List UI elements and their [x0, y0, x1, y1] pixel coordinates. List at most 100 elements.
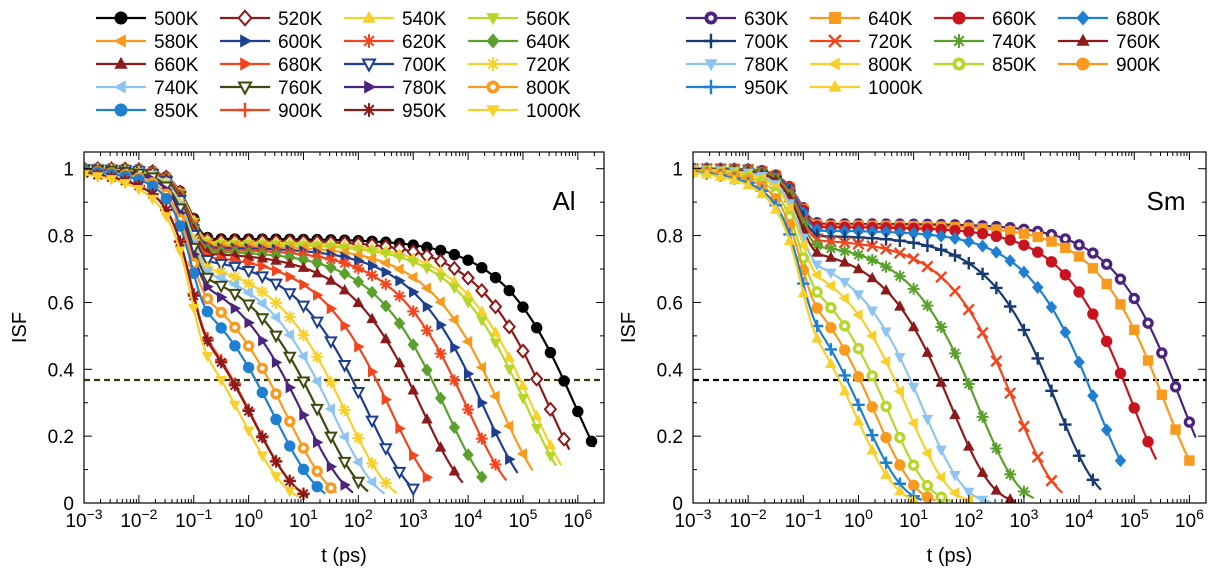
- point-800K-17-center: [314, 468, 320, 474]
- panel-label: Sm: [1147, 186, 1186, 216]
- series-line-660K: [84, 167, 464, 484]
- point-850K-10: [215, 322, 227, 334]
- legend-label: 640K: [868, 9, 913, 30]
- point-680K-14: [880, 225, 892, 239]
- point-560K-34: [544, 451, 557, 463]
- point-560K-26: [434, 272, 447, 283]
- legend-label: 540K: [402, 9, 447, 30]
- x-tick-exponent: −3: [696, 506, 712, 522]
- legend-marker: [240, 57, 253, 71]
- point-800K-18: [934, 471, 946, 484]
- point-760K-14: [880, 284, 892, 295]
- point-680K-23: [395, 422, 406, 435]
- point-640K-26: [434, 391, 447, 405]
- point-640K-28: [1073, 251, 1085, 262]
- point-640K-35: [1170, 424, 1181, 435]
- x-tick-base: 10: [1120, 511, 1141, 532]
- point-850K-10-center: [828, 305, 834, 311]
- point-760K-13: [255, 313, 270, 327]
- point-700K-24: [1017, 323, 1031, 337]
- point-720K-9: [201, 260, 214, 273]
- series-line-800K: [84, 169, 338, 494]
- point-660K-21: [366, 312, 378, 324]
- point-780K-19: [340, 479, 351, 491]
- point-640K-23: [393, 316, 406, 330]
- point-700K-14: [269, 278, 283, 292]
- point-720K-21: [366, 457, 379, 470]
- point-640K-20: [352, 275, 365, 289]
- x-tick-label: 106: [1175, 506, 1204, 532]
- point-680K-23: [1004, 254, 1016, 268]
- legend-entry-900K: 900K: [1058, 55, 1161, 76]
- point-560K-21: [366, 246, 378, 258]
- point-580K-22: [379, 257, 390, 269]
- point-950K-16: [297, 487, 310, 500]
- x-tick-exponent: 4: [475, 506, 483, 522]
- legend-marker: [703, 79, 719, 95]
- point-1000K-13: [256, 451, 269, 462]
- legend-marker: [237, 9, 253, 27]
- point-850K-18-center: [938, 494, 944, 500]
- point-620K-27: [448, 374, 461, 387]
- legend-entry-640K: 640K: [468, 32, 571, 53]
- point-660K-15: [284, 257, 296, 268]
- point-850K-9-center: [814, 289, 820, 295]
- point-680K-26: [1045, 300, 1058, 314]
- point-850K-16-center: [911, 462, 916, 468]
- point-740K-14: [880, 260, 893, 273]
- legend-marker: [1076, 10, 1090, 26]
- legend-entry-950K: 950K: [344, 101, 447, 122]
- point-660K-14: [270, 254, 282, 265]
- legend-entry-620K: 620K: [344, 32, 447, 53]
- point-540K-28: [462, 288, 474, 300]
- x-tick-base: 10: [785, 511, 806, 532]
- x-tick-base: 10: [508, 511, 529, 532]
- legend-entry-660K: 660K: [934, 9, 1037, 30]
- point-680K-25: [1031, 280, 1044, 294]
- x-tick-base: 10: [1065, 511, 1086, 532]
- x-tick-label: 102: [954, 506, 983, 532]
- point-500K-28: [462, 254, 474, 266]
- point-760K-15: [894, 300, 906, 311]
- point-540K-31: [503, 351, 515, 362]
- point-680K-12: [244, 257, 255, 269]
- point-740K-21: [976, 410, 989, 423]
- point-900K-15: [894, 459, 906, 471]
- point-620K-25: [420, 324, 433, 337]
- point-760K-12: [241, 299, 256, 313]
- point-640K-31: [1115, 299, 1126, 310]
- point-680K-22: [381, 393, 393, 406]
- x-tick-exponent: 0: [865, 506, 873, 522]
- point-720K-26: [1045, 474, 1058, 487]
- y-tick-label: 0.8: [48, 227, 74, 248]
- x-tick-base: 10: [175, 511, 196, 532]
- legend-label: 680K: [1116, 9, 1161, 30]
- x-tick-label: 10−1: [785, 506, 822, 532]
- point-740K-21: [365, 476, 377, 488]
- point-1000K-2: [105, 175, 118, 186]
- x-tick-label: 101: [899, 506, 928, 532]
- point-600K-27: [450, 341, 461, 354]
- point-740K-12: [242, 286, 253, 299]
- point-1000K-9: [811, 332, 823, 343]
- point-800K-8: [797, 239, 808, 252]
- y-tick-label: 0.4: [48, 360, 75, 381]
- point-620K-28: [462, 403, 475, 416]
- point-740K-16: [907, 282, 920, 295]
- point-500K-36: [572, 405, 584, 418]
- point-680K-18: [326, 302, 338, 315]
- y-tick-label: 0.8: [657, 227, 683, 248]
- x-tick-base: 10: [289, 511, 310, 532]
- legend-label: 580K: [154, 32, 199, 53]
- legend-label: 1000K: [526, 101, 581, 122]
- x-tick-exponent: −2: [141, 506, 157, 522]
- point-780K-19: [949, 470, 961, 482]
- point-600K-20: [354, 255, 365, 267]
- point-600K-24: [409, 286, 420, 298]
- legend-entry-560K: 560K: [468, 9, 571, 30]
- point-700K-17: [310, 316, 325, 330]
- legend-entry-740K: 740K: [934, 32, 1037, 53]
- point-720K-16: [297, 329, 310, 341]
- point-950K-12: [242, 405, 255, 417]
- point-600K-29: [477, 397, 489, 409]
